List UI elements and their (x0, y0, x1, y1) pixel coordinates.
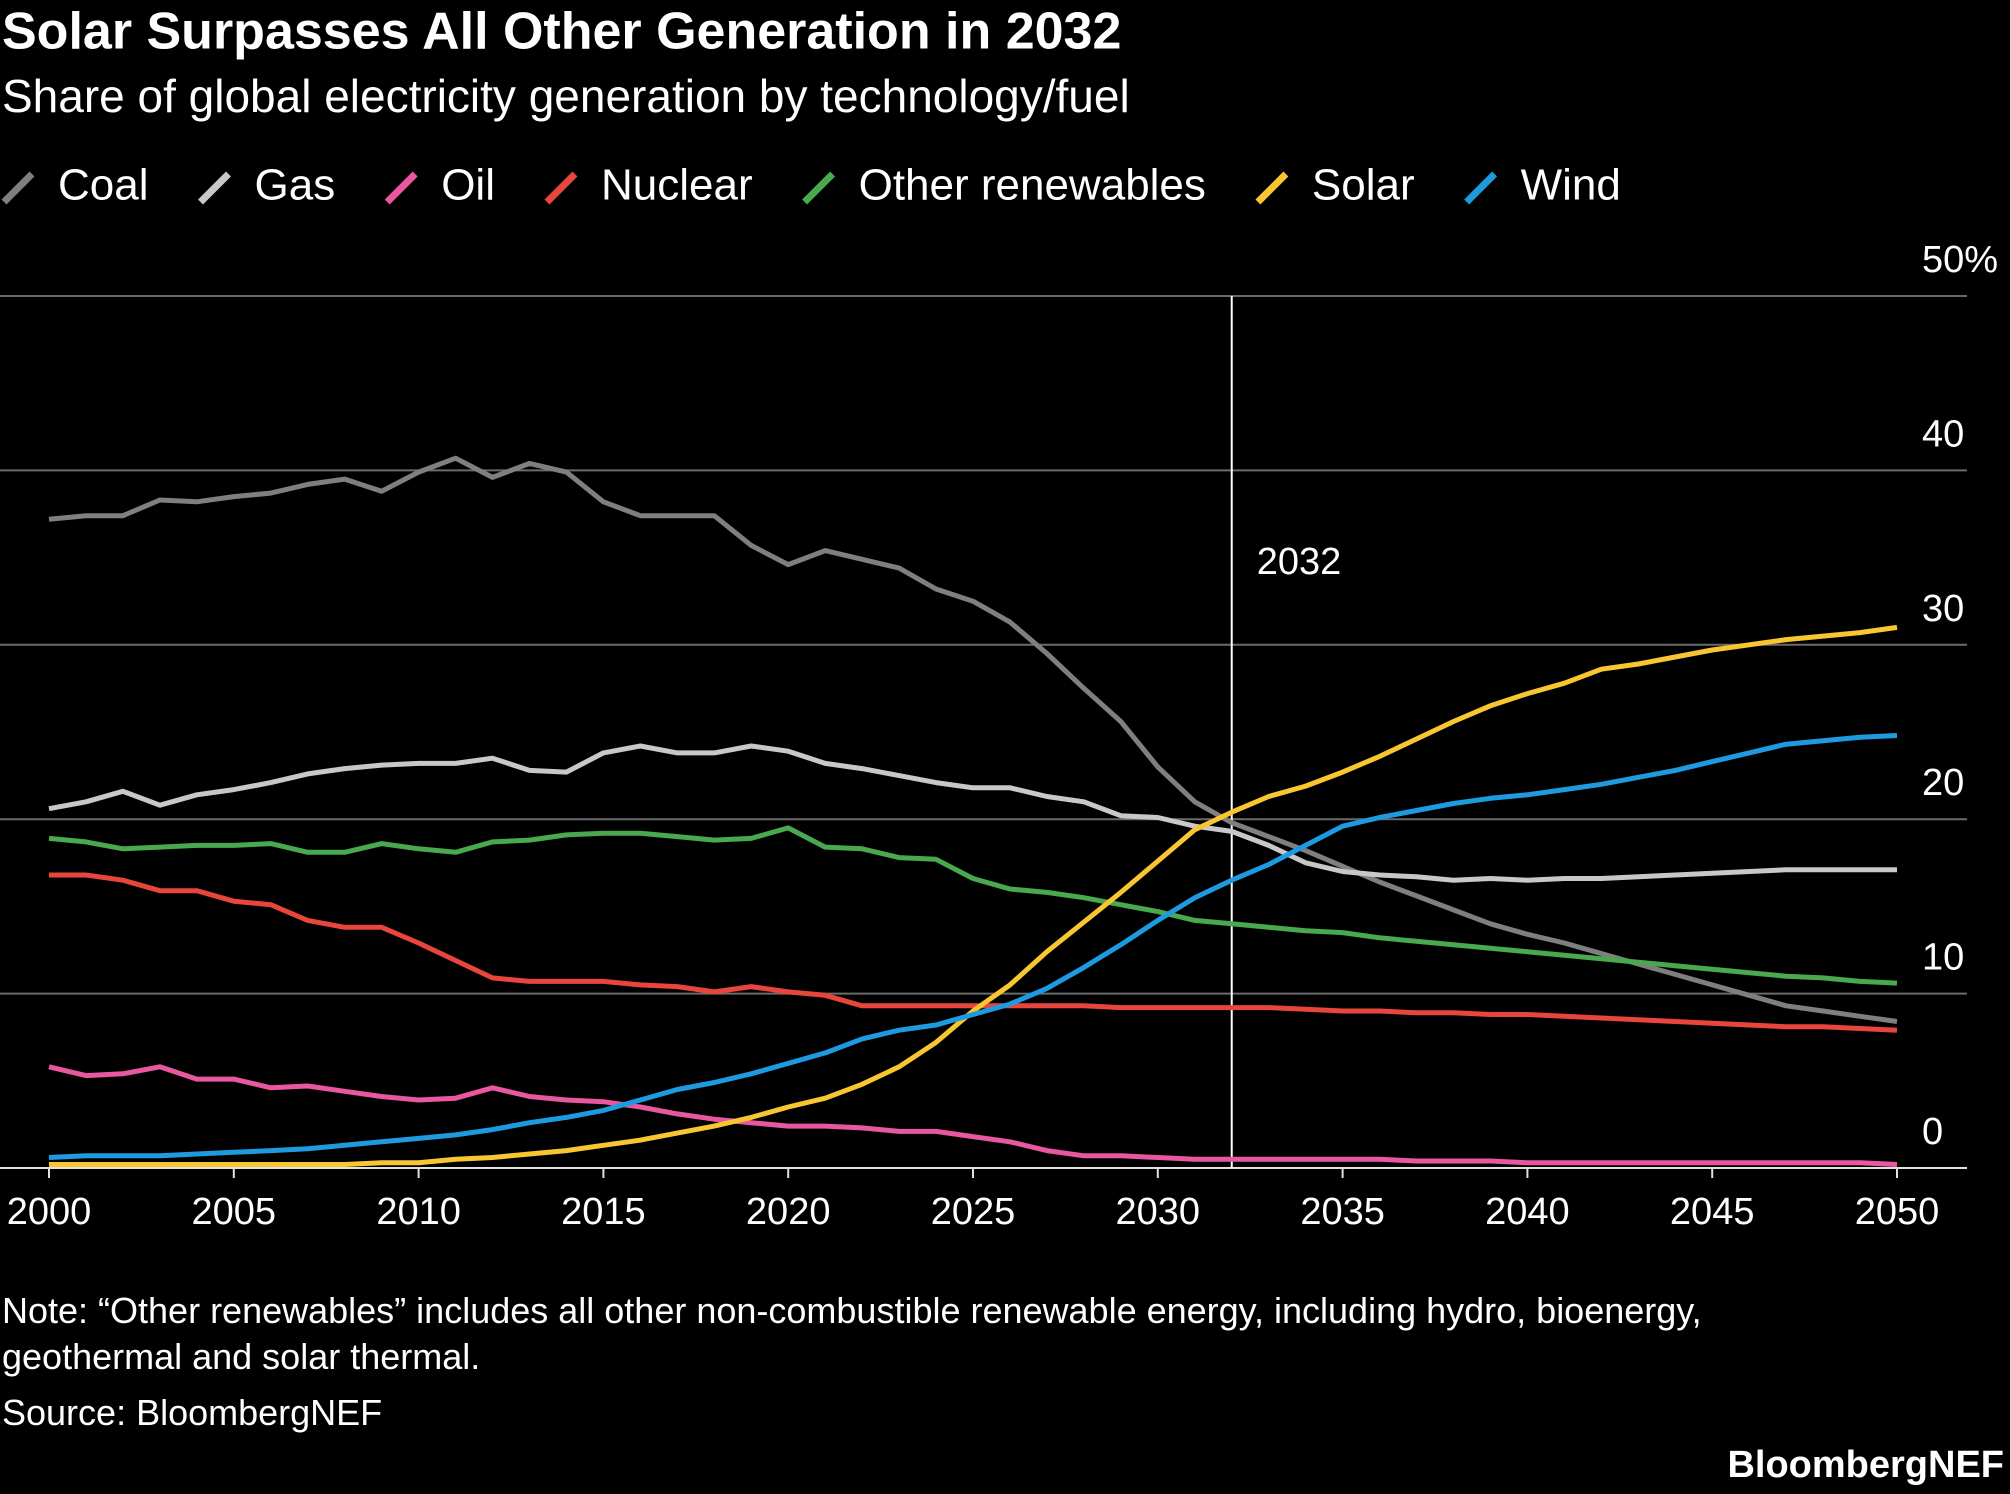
series-line (48, 733, 1898, 1160)
chart-title: Solar Surpasses All Other Generation in … (2, 3, 1121, 61)
y-tick-label: 20 (1922, 762, 1964, 804)
x-tick-label: 2035 (1300, 1191, 1385, 1233)
series-line (49, 624, 1898, 1167)
plot-area: 2032 (48, 296, 1898, 1168)
branding: BloombergNEF (1727, 1444, 2004, 1486)
y-tick-label: 30 (1922, 588, 1964, 630)
source: Source: BloombergNEF (2, 1392, 383, 1433)
x-tick-label: 2020 (746, 1191, 831, 1233)
y-tick-label: 10 (1922, 937, 1964, 979)
legend-swatch (802, 171, 836, 205)
x-tick-label: 2015 (561, 1191, 646, 1233)
legend: Coal Gas Oil Nuclear Other renewables Solar Wi… (1, 161, 1621, 210)
note: Note: “Other renewables” includes all ot… (2, 1290, 1702, 1377)
legend-swatch (384, 171, 418, 205)
series-line (48, 825, 1898, 986)
x-tick-label: 2045 (1670, 1191, 1755, 1233)
series-line (49, 872, 1898, 1033)
legend-swatch (1464, 171, 1498, 205)
legend-swatch (198, 171, 231, 205)
legend-label: Coal (58, 161, 149, 210)
series-line (48, 455, 1898, 1024)
y-tick-label: 40 (1922, 413, 1964, 455)
y-tick-label: 50% (1922, 239, 1998, 281)
legend-swatch (1, 171, 35, 205)
x-tick-label: 2010 (376, 1191, 461, 1233)
x-tick-label: 2025 (931, 1191, 1016, 1233)
legend-label: Wind (1521, 161, 1621, 210)
legend-swatch (544, 171, 578, 205)
x-tick-label: 2040 (1485, 1191, 1570, 1233)
annotation-label: 2032 (1257, 541, 1342, 583)
x-tick-label: 2005 (192, 1191, 277, 1233)
chart-subtitle: Share of global electricity generation b… (2, 70, 1130, 122)
x-tick-label: 2050 (1855, 1191, 1940, 1233)
legend-label: Gas (255, 161, 336, 210)
x-tick-label: 2000 (7, 1191, 92, 1233)
legend-label: Solar (1312, 161, 1415, 210)
y-tick-label: 0 (1922, 1111, 1943, 1153)
legend-label: Other renewables (859, 161, 1206, 210)
series-line (48, 743, 1897, 883)
series-line (48, 1064, 1898, 1167)
legend-label: Nuclear (601, 161, 753, 210)
x-tick-label: 2030 (1116, 1191, 1201, 1233)
legend-label: Oil (441, 161, 495, 210)
legend-swatch (1255, 171, 1289, 205)
